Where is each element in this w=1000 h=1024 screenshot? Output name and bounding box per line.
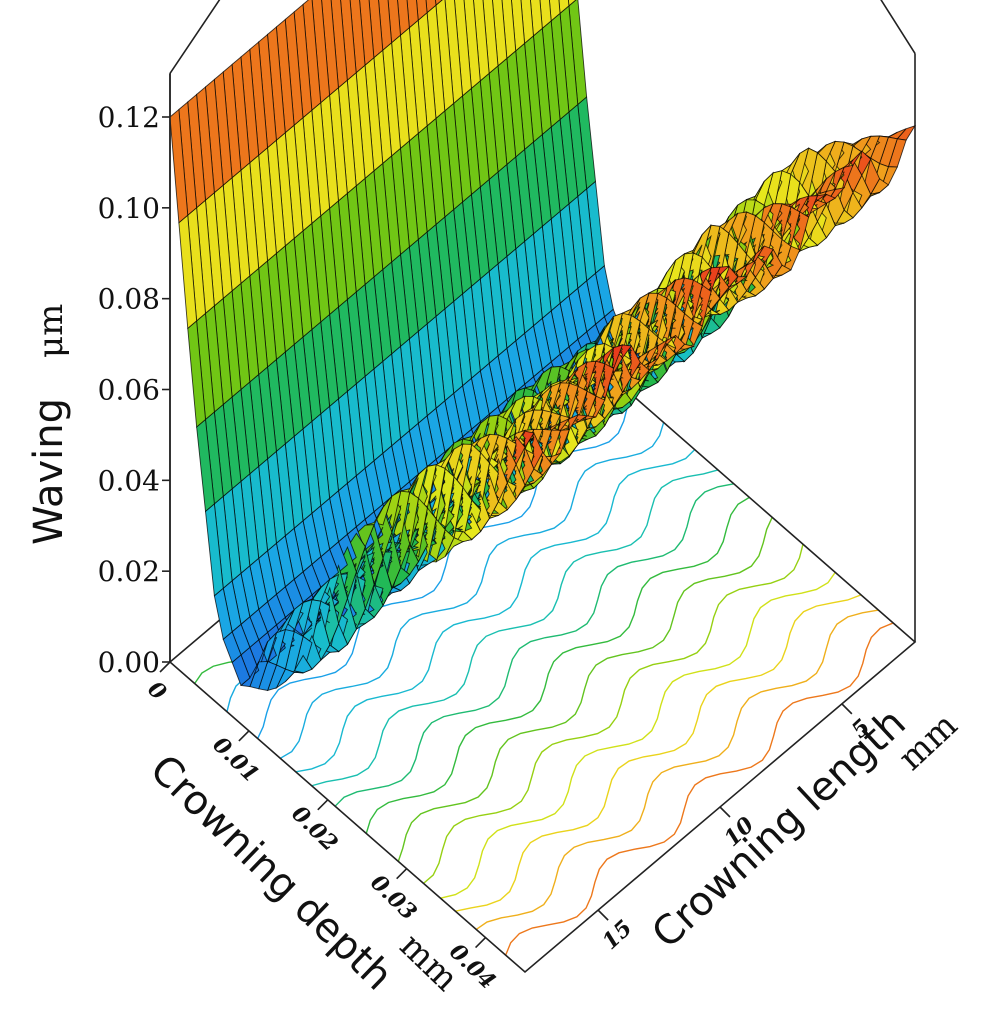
y-axis-unit: mm — [891, 705, 965, 778]
contour-line — [397, 516, 773, 862]
x-tick-label: 0 — [142, 676, 172, 706]
surface-cell — [416, 0, 428, 22]
y-tick-mark — [719, 806, 731, 818]
x-tick-mark — [474, 936, 487, 949]
x-axis-unit: mm — [392, 926, 466, 1000]
surface-cell — [567, 0, 577, 7]
surface-cell — [425, 0, 437, 14]
surface-cell — [397, 0, 410, 37]
contour-line — [295, 449, 696, 773]
contour-line — [505, 622, 894, 956]
surface-cell — [406, 0, 419, 29]
contour-line — [455, 594, 862, 912]
contour-line — [365, 496, 750, 834]
z-tick-label: 0.02 — [98, 555, 160, 588]
contour-line — [279, 422, 665, 759]
x-tick-label: 0.02 — [286, 801, 343, 857]
x-tick-mark — [159, 661, 171, 673]
x-tick-mark — [396, 868, 408, 880]
surface-cell — [548, 0, 561, 22]
contour-line — [475, 609, 879, 931]
x-tick-label: 0.03 — [365, 870, 422, 926]
z-axis-unit: μm — [31, 304, 71, 358]
base-contours — [194, 356, 894, 956]
x-tick-mark — [238, 730, 250, 742]
z-tick-label: 0.00 — [98, 646, 160, 679]
contour-line — [334, 483, 734, 807]
surface-cell — [169, 108, 189, 224]
surface-cell — [435, 0, 443, 7]
surface-mesh — [169, 0, 917, 692]
z-axis-title: Waving — [26, 398, 72, 545]
contour-line — [423, 544, 804, 884]
z-tick-label: 0.10 — [98, 192, 160, 225]
surface-cell — [539, 0, 552, 30]
contour-line — [440, 571, 836, 899]
y-tick-label: 15 — [597, 915, 637, 955]
contour-line — [311, 469, 719, 787]
z-axis-ticks: 0.00 0.02 0.04 0.06 0.08 0.10 0.12 — [98, 101, 170, 679]
z-tick-label: 0.12 — [98, 101, 160, 134]
y-tick-mark — [841, 703, 853, 715]
x-tick-mark — [317, 799, 329, 811]
z-tick-label: 0.08 — [98, 283, 160, 316]
x-axis-title: Crowning depth — [141, 746, 401, 999]
z-tick-label: 0.04 — [98, 464, 160, 497]
z-tick-label: 0.06 — [98, 374, 160, 407]
y-tick-mark — [597, 909, 609, 921]
y-axis-title: Crowning length — [643, 700, 914, 957]
surface-cell — [558, 0, 570, 15]
x-tick-label: 0.01 — [207, 732, 264, 788]
